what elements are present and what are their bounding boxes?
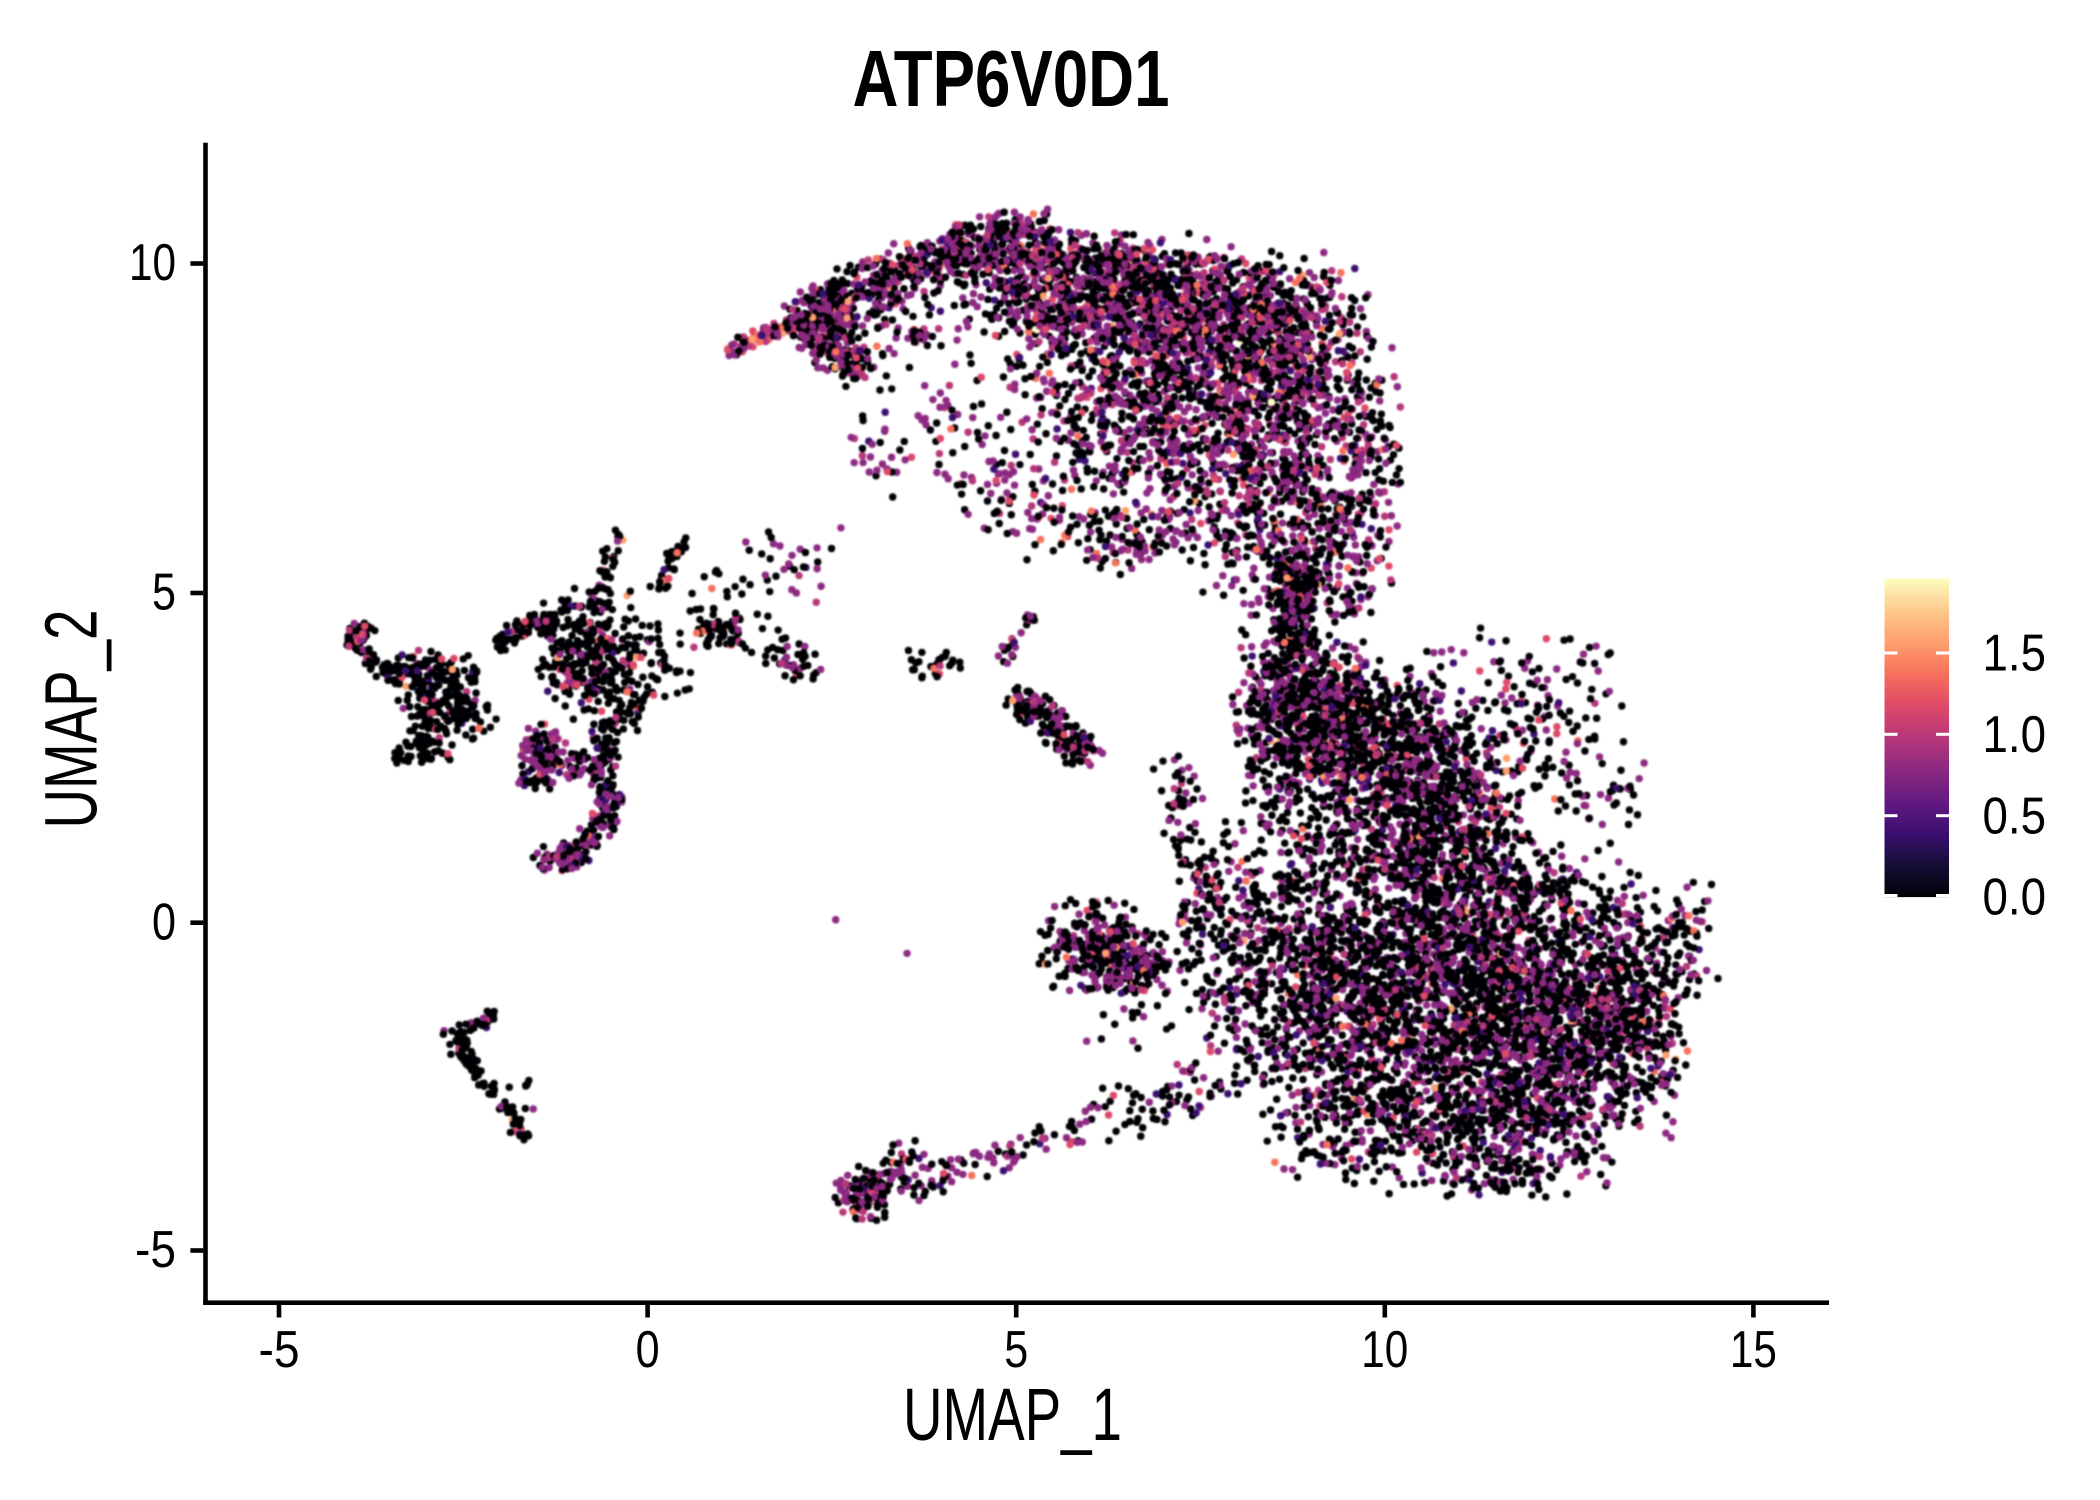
svg-text:0: 0	[152, 893, 176, 951]
svg-text:1.5: 1.5	[1983, 625, 2047, 683]
svg-text:5: 5	[152, 564, 176, 622]
svg-text:0.5: 0.5	[1983, 787, 2047, 845]
svg-text:0.0: 0.0	[1983, 869, 2047, 927]
svg-text:UMAP_1: UMAP_1	[903, 1373, 1122, 1456]
svg-text:0: 0	[636, 1321, 660, 1379]
svg-text:1.0: 1.0	[1983, 706, 2047, 764]
svg-text:5: 5	[1004, 1321, 1028, 1379]
svg-text:ATP6V0D1: ATP6V0D1	[853, 34, 1170, 123]
svg-text:-5: -5	[135, 1221, 176, 1279]
svg-text:-5: -5	[259, 1321, 300, 1379]
svg-text:10: 10	[129, 234, 176, 292]
svg-text:10: 10	[1361, 1321, 1408, 1379]
svg-text:UMAP_2: UMAP_2	[30, 610, 113, 829]
svg-text:15: 15	[1730, 1321, 1777, 1379]
